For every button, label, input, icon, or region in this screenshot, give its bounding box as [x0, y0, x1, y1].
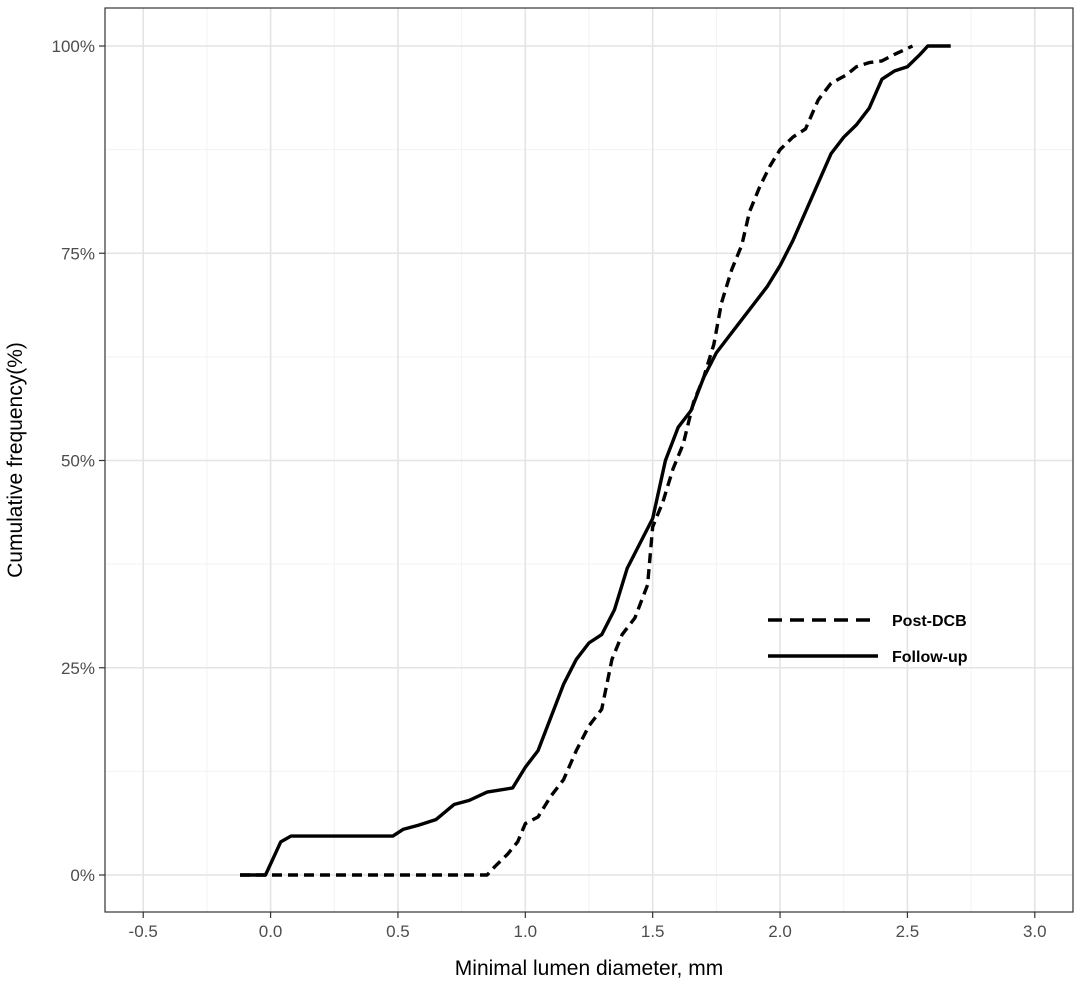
major-gridlines	[105, 8, 1073, 912]
x-tick-label: 2.5	[896, 922, 920, 941]
x-tick-label: 2.0	[768, 922, 792, 941]
y-tick-label: 50%	[61, 452, 95, 471]
legend-label: Follow-up	[892, 649, 968, 666]
legend-label: Post-DCB	[892, 613, 967, 630]
x-tick-label: 0.0	[259, 922, 283, 941]
legend: Post-DCB Follow-up	[768, 613, 968, 666]
x-axis-title: Minimal lumen diameter, mm	[455, 957, 723, 980]
y-tick-label: 25%	[61, 659, 95, 678]
x-tick-label: 1.0	[513, 922, 537, 941]
y-axis: 0% 25% 50% 75% 100%	[52, 37, 105, 885]
x-tick-label: 0.5	[386, 922, 410, 941]
x-axis: -0.5 0.0 0.5 1.0 1.5 2.0 2.5 3.0	[129, 912, 1047, 941]
x-tick-label: -0.5	[129, 922, 158, 941]
series-line-post-dcb	[240, 44, 914, 877]
series-line-follow-up	[240, 44, 951, 877]
y-tick-label: 75%	[61, 244, 95, 263]
y-tick-label: 0%	[70, 866, 95, 885]
y-tick-label: 100%	[52, 37, 95, 56]
x-tick-label: 1.5	[641, 922, 665, 941]
y-axis-title: Cumulative frequency(%)	[4, 342, 27, 578]
x-tick-label: 3.0	[1023, 922, 1047, 941]
series-layer	[240, 44, 951, 877]
